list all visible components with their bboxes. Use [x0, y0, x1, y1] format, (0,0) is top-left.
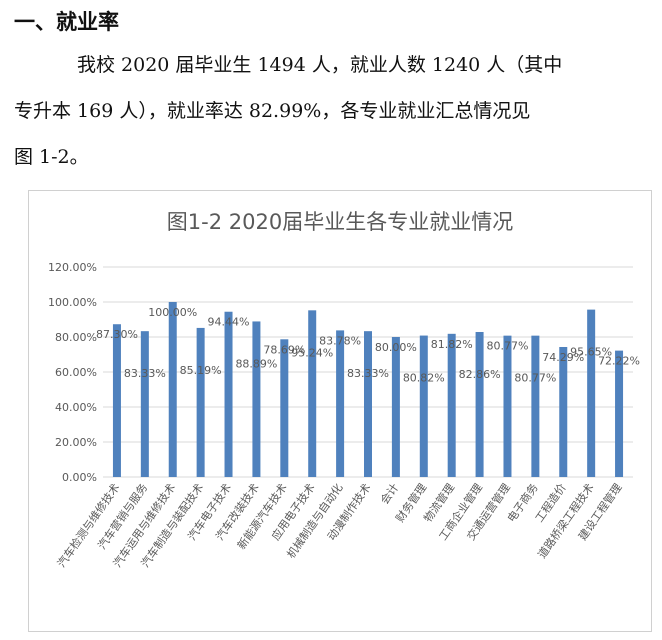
bars: [112, 302, 624, 477]
bar: [615, 350, 624, 477]
chart-container: 图1-2 2020届毕业生各专业就业情况 0.00% 20.00% 40.00% 60…: [28, 190, 652, 632]
bar: [252, 321, 261, 477]
employment-rate-chart: 图1-2 2020届毕业生各专业就业情况 0.00% 20.00% 40.00% 60…: [48, 210, 640, 570]
paragraph-line-2: 专升本 169 人），就业率达 82.99%，各专业就业汇总情况见: [14, 100, 531, 122]
data-label: 82.86%: [459, 368, 501, 381]
data-label: 95.65%: [570, 346, 612, 359]
data-label: 83.78%: [319, 334, 361, 347]
x-axis-tick-labels: 汽车检测与维修技术汽车营销与服务汽车运用与维修技术汽车制造与装配技术汽车电子技术…: [54, 481, 624, 570]
bar: [168, 302, 177, 477]
data-label: 80.77%: [514, 372, 556, 385]
data-label: 81.82%: [431, 338, 473, 351]
data-label: 72.22%: [598, 355, 640, 368]
paragraph-line-1: 我校 2020 届毕业生 1494 人，就业人数 1240 人（其中: [77, 54, 563, 76]
bar: [224, 311, 233, 477]
y-tick-label: 60.00%: [55, 366, 97, 379]
data-label: 83.33%: [347, 367, 389, 380]
bar: [475, 331, 484, 477]
data-label: 83.33%: [124, 367, 166, 380]
data-label: 87.30%: [96, 328, 138, 341]
bar: [391, 337, 400, 477]
bar: [531, 335, 540, 477]
y-axis-tick-labels: 0.00% 20.00% 40.00% 60.00% 80.00% 100.00% 120.…: [48, 261, 97, 484]
bar: [336, 330, 345, 477]
y-tick-label: 100.00%: [48, 296, 97, 309]
bar: [196, 327, 205, 477]
data-label: 85.19%: [180, 364, 222, 377]
x-tick-label: 会计: [378, 481, 401, 506]
data-label: 74.29%: [542, 351, 584, 364]
y-tick-label: 40.00%: [55, 401, 97, 414]
bar: [280, 339, 289, 477]
bar: [112, 324, 121, 477]
data-label: 80.77%: [486, 340, 528, 353]
y-tick-label: 0.00%: [62, 471, 97, 484]
data-label: 80.82%: [403, 372, 445, 385]
bar: [447, 333, 456, 477]
data-label: 88.89%: [235, 357, 277, 370]
bar: [419, 335, 428, 477]
y-tick-label: 20.00%: [55, 436, 97, 449]
data-label: 94.44%: [208, 316, 250, 329]
bar: [140, 331, 149, 477]
paragraph-line-3: 图 1-2。: [14, 146, 89, 168]
data-label: 95.24%: [291, 346, 333, 359]
data-label: 100.00%: [148, 306, 197, 319]
y-tick-label: 80.00%: [55, 331, 97, 344]
bar: [364, 331, 372, 477]
chart-title: 图1-2 2020届毕业生各专业就业情况: [167, 210, 513, 234]
bar: [559, 346, 568, 477]
bar: [503, 335, 512, 477]
data-label: 78.69%: [263, 343, 305, 356]
data-labels: 87.30% 83.33% 100.00% 85.19% 94.44% 88.89%78.…: [96, 306, 640, 385]
data-label: 80.00%: [375, 341, 417, 354]
section-heading: 一、就业率: [14, 9, 119, 34]
y-tick-label: 120.00%: [48, 261, 97, 274]
bar: [308, 310, 317, 477]
bar: [587, 309, 596, 477]
